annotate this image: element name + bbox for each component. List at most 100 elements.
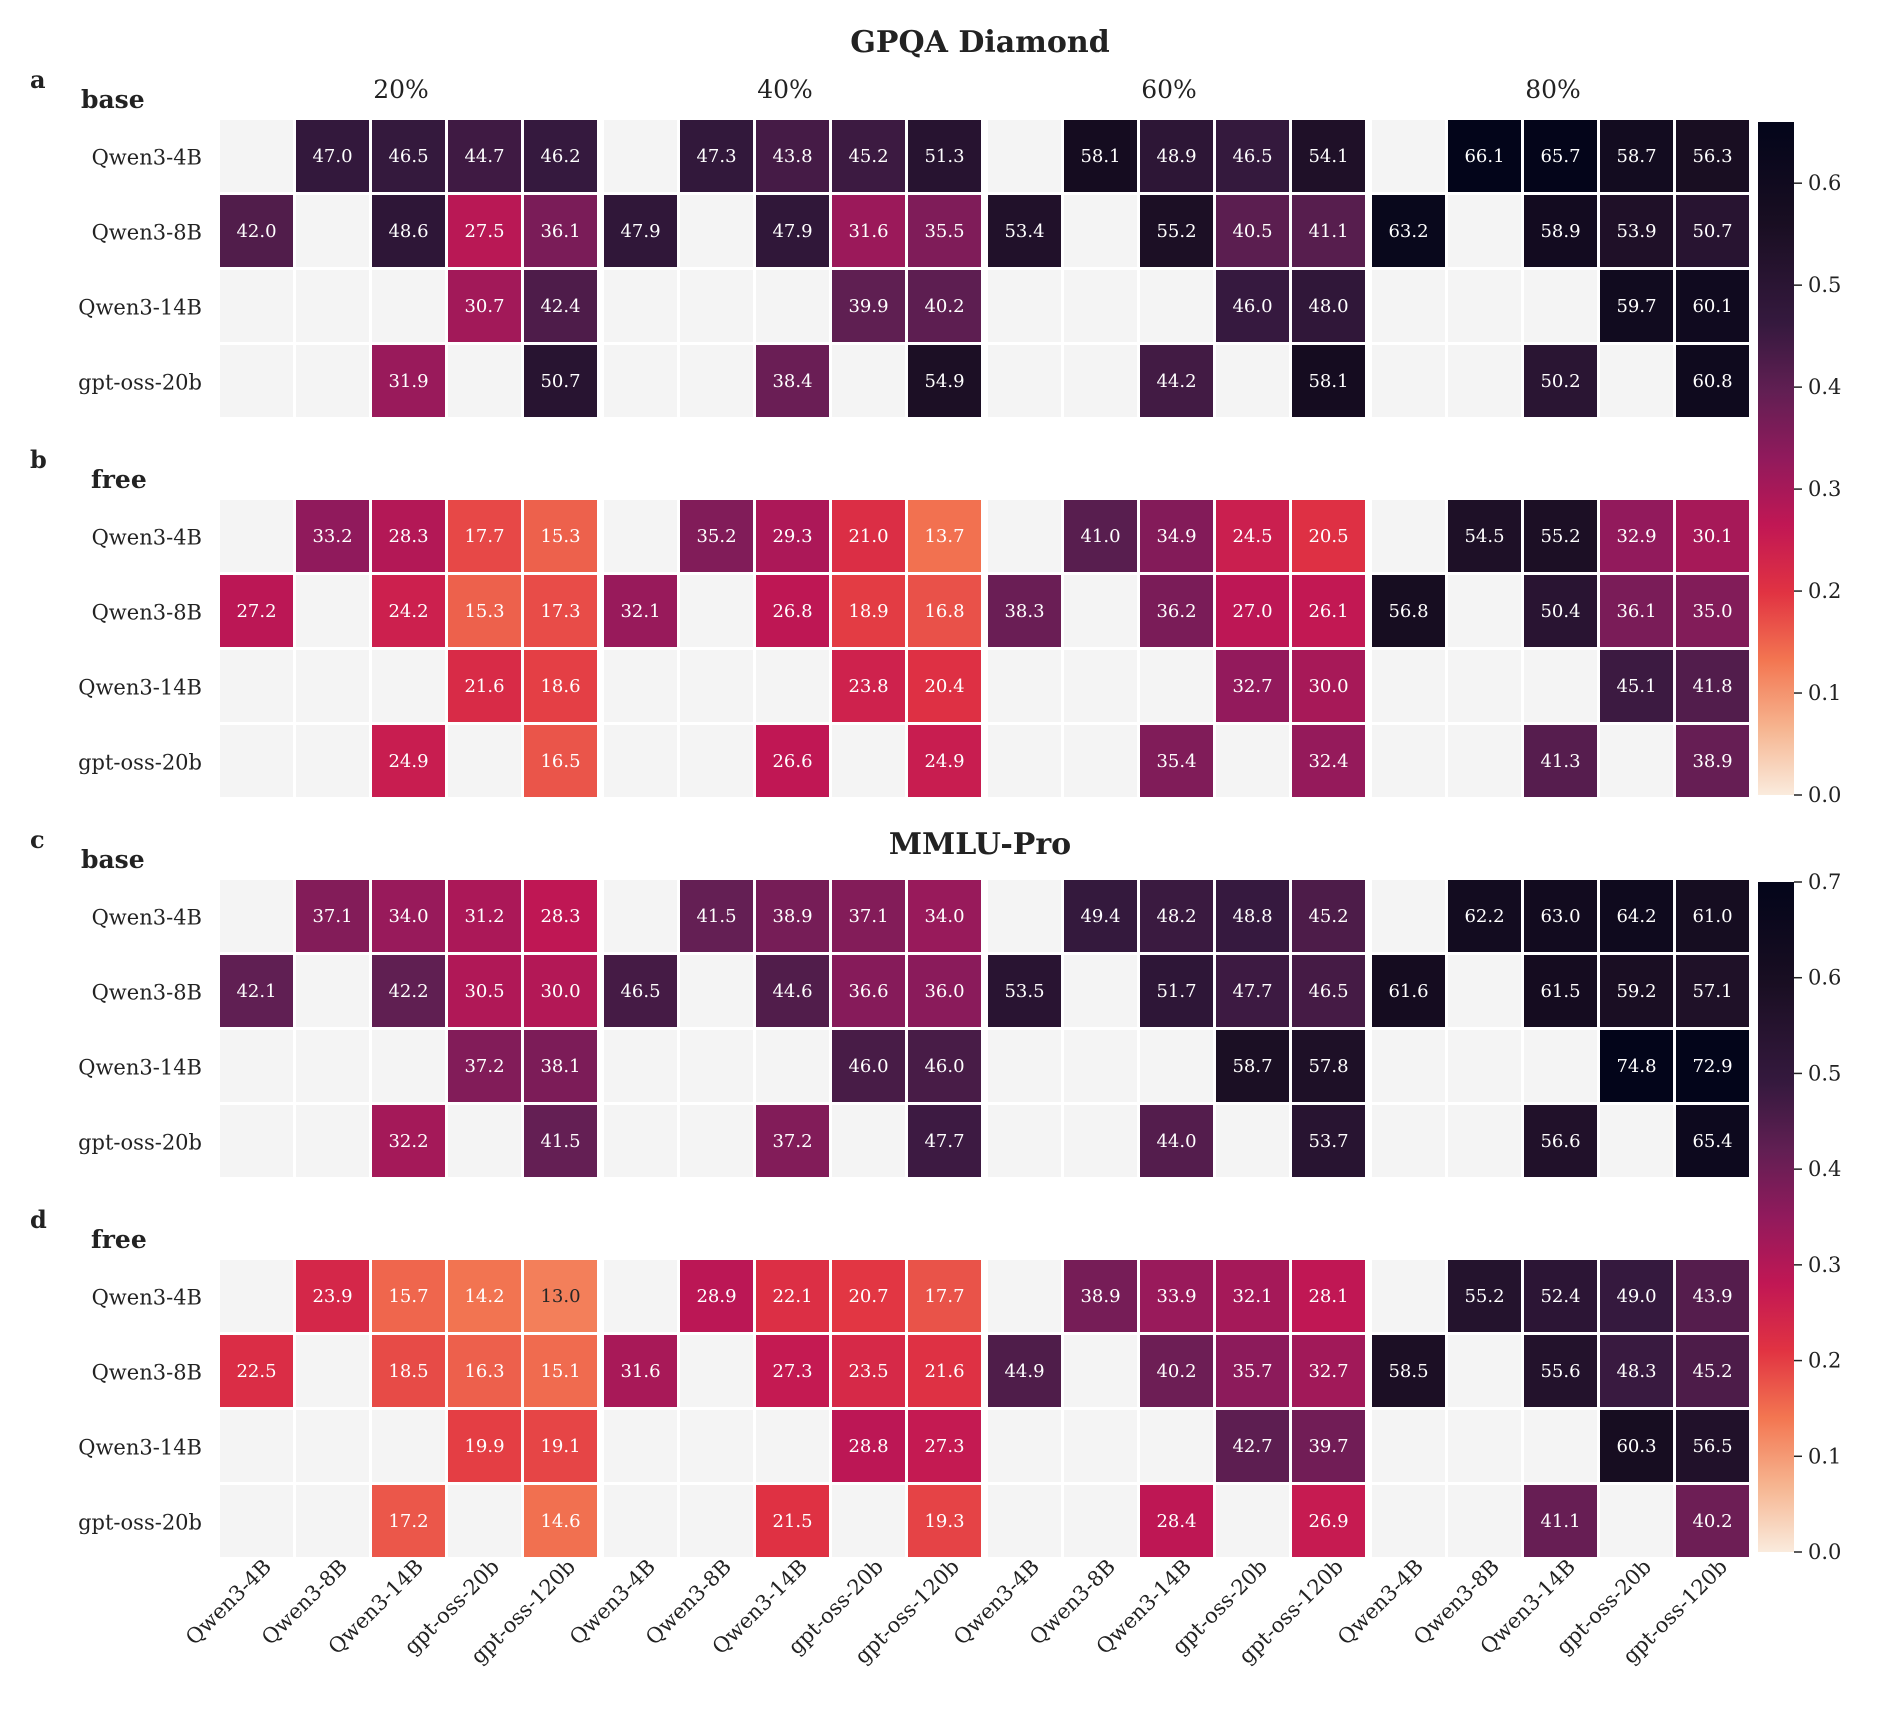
heatmap-cell	[1216, 650, 1289, 722]
heatmap-cell	[680, 880, 753, 952]
cell-value: 58.1	[1080, 146, 1120, 167]
empty-cell	[220, 500, 293, 572]
heatmap-cell	[448, 1260, 521, 1332]
heatmap-cell	[1140, 1485, 1213, 1557]
cell-value: 58.1	[1308, 371, 1348, 392]
cell-value: 22.5	[236, 1361, 276, 1382]
group-60%: 41.0 34.9 24.5 20.5 38.3 36.2 27.0 26.1 32.7 30.0…	[988, 500, 1365, 797]
cell-value: 23.9	[312, 1286, 352, 1307]
cell-value: 57.1	[1692, 981, 1732, 1002]
colorbar-gpqa-tick-label: 0.2	[1808, 579, 1841, 603]
empty-cell	[220, 1260, 293, 1332]
heatmap-cell	[372, 1485, 445, 1557]
group-40%: 41.5 38.9 37.1 34.0 46.5 44.6 36.6 36.0 46.0 46.0…	[604, 880, 981, 1177]
heatmap-cell	[908, 120, 981, 192]
heatmap-cell	[1216, 880, 1289, 952]
empty-cell	[988, 1485, 1061, 1557]
empty-cell	[1064, 955, 1137, 1027]
group-20%: 37.1 34.0 31.2 28.3 42.1 42.2 30.5 30.0 37.2 38.1…	[220, 880, 597, 1177]
empty-cell	[1448, 650, 1521, 722]
colorbar-gpqa-tick-label: 0.1	[1808, 681, 1841, 705]
title-gpqa: GPQA Diamond	[850, 25, 1109, 60]
empty-cell	[604, 1105, 677, 1177]
heatmap-cell	[220, 195, 293, 267]
cell-value: 37.1	[848, 906, 888, 927]
heatmap-cell	[524, 955, 597, 1027]
cell-value: 18.6	[540, 676, 580, 697]
heatmap-cell	[1524, 500, 1597, 572]
heatmap-cell	[1292, 650, 1365, 722]
cell-value: 13.7	[924, 526, 964, 547]
pct-label-40: 40%	[757, 75, 813, 104]
row-label: Qwen3-4B	[92, 906, 202, 930]
group-60%: 49.4 48.2 48.8 45.2 53.5 51.7 47.7 46.5 58.7 57.8…	[988, 880, 1365, 1177]
cell-value: 41.8	[1692, 676, 1732, 697]
empty-cell	[1600, 1105, 1673, 1177]
empty-cell	[220, 880, 293, 952]
heatmap-cell	[524, 880, 597, 952]
heatmap-cell	[372, 575, 445, 647]
heatmap-cell	[1292, 1260, 1365, 1332]
empty-cell	[1064, 575, 1137, 647]
empty-cell	[1372, 345, 1445, 417]
cell-value: 46.5	[388, 146, 428, 167]
heatmap-cell	[1676, 575, 1749, 647]
empty-cell	[832, 1105, 905, 1177]
empty-cell	[988, 725, 1061, 797]
heatmap-cell	[1064, 880, 1137, 952]
heatmap-cell	[988, 1335, 1061, 1407]
cell-value: 17.7	[464, 526, 504, 547]
row-label: gpt-oss-20b	[78, 1511, 202, 1535]
empty-cell	[988, 1105, 1061, 1177]
heatmap-cell	[1676, 195, 1749, 267]
row-label: Qwen3-8B	[92, 221, 202, 245]
panel-label-b: free	[91, 465, 147, 494]
cell-value: 28.9	[696, 1286, 736, 1307]
empty-cell	[1524, 1410, 1597, 1482]
cell-value: 57.8	[1308, 1056, 1348, 1077]
title-mmlu: MMLU-Pro	[889, 827, 1071, 862]
empty-cell	[988, 270, 1061, 342]
heatmap-cell	[1600, 500, 1673, 572]
cell-value: 42.7	[1232, 1436, 1272, 1457]
cell-value: 54.1	[1308, 146, 1348, 167]
empty-cell	[756, 270, 829, 342]
cell-value: 23.8	[848, 676, 888, 697]
x-axis-labels: Qwen3-4BQwen3-8BQwen3-14Bgpt-oss-20bgpt-…	[181, 1555, 1732, 1669]
heatmap-cell	[1140, 345, 1213, 417]
heatmap-cell	[1216, 120, 1289, 192]
group-20%: 23.9 15.7 14.2 13.0 22.5 18.5 16.3 15.1 19.9 19.1…	[220, 1260, 597, 1557]
heatmap-cell	[1372, 1335, 1445, 1407]
empty-cell	[604, 500, 677, 572]
empty-cell	[604, 725, 677, 797]
cell-value: 47.7	[924, 1131, 964, 1152]
cell-value: 63.0	[1540, 906, 1580, 927]
heatmap-cell	[1600, 1030, 1673, 1102]
cell-value: 46.0	[924, 1056, 964, 1077]
cell-value: 26.1	[1308, 601, 1348, 622]
cell-value: 36.0	[924, 981, 964, 1002]
empty-cell	[988, 650, 1061, 722]
row-label: Qwen3-14B	[78, 296, 202, 320]
cell-value: 28.1	[1308, 1286, 1348, 1307]
empty-cell	[832, 1485, 905, 1557]
heatmap-cell	[908, 1105, 981, 1177]
row-label: Qwen3-4B	[92, 526, 202, 550]
cell-value: 74.8	[1616, 1056, 1656, 1077]
heatmap-cell	[1064, 500, 1137, 572]
empty-cell	[1372, 1030, 1445, 1102]
empty-cell	[220, 650, 293, 722]
cell-value: 31.2	[464, 906, 504, 927]
cell-value: 43.9	[1692, 1286, 1732, 1307]
heatmap-cell	[1524, 195, 1597, 267]
cell-value: 17.7	[924, 1286, 964, 1307]
cell-value: 21.0	[848, 526, 888, 547]
heatmap-cell	[524, 195, 597, 267]
cell-value: 28.3	[540, 906, 580, 927]
cell-value: 15.3	[540, 526, 580, 547]
heatmap-cell	[1448, 880, 1521, 952]
heatmap-cell	[1292, 1105, 1365, 1177]
heatmap-cell	[1140, 120, 1213, 192]
colorbar-mmlu-tick-label: 0.4	[1808, 1157, 1841, 1181]
cell-value: 35.2	[696, 526, 736, 547]
